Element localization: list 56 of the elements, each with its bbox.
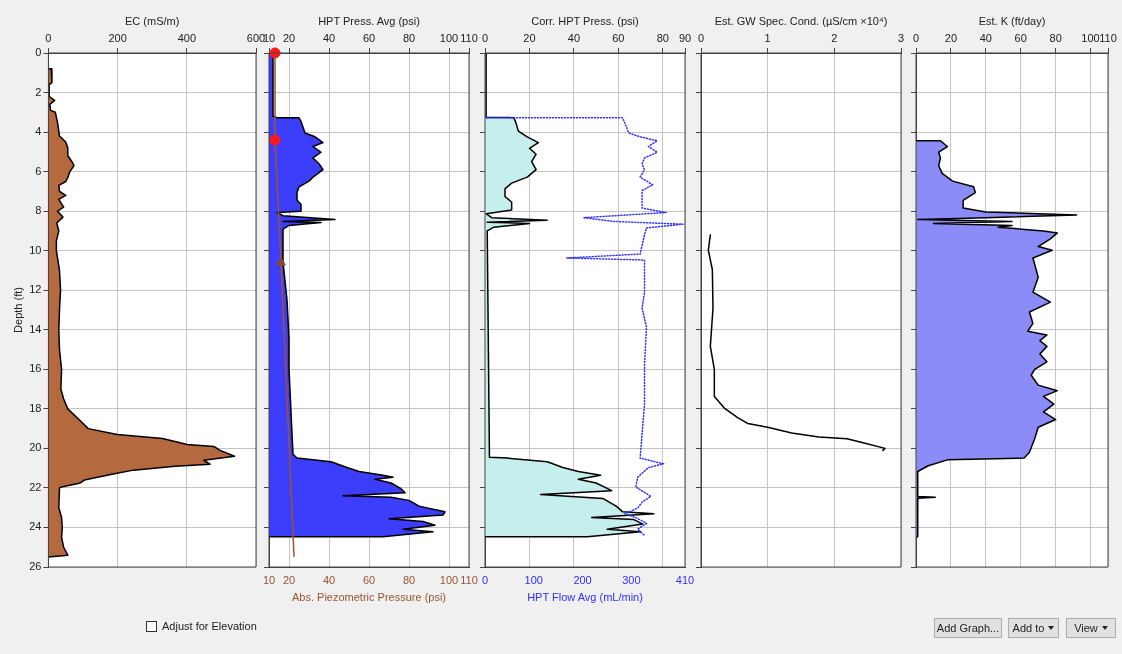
y-tick-label: 26 xyxy=(29,560,42,573)
x-tick-label: 40 xyxy=(322,573,336,586)
x-tick-label: 0 xyxy=(481,32,489,45)
y-tick-label: 22 xyxy=(29,480,42,493)
x-tick-label: 110 xyxy=(460,573,478,586)
y-axis-title: Depth (ft) xyxy=(11,287,24,333)
text: Add Graph... xyxy=(936,622,1000,634)
text: Add to xyxy=(1012,622,1045,634)
x-tick-label: 20 xyxy=(944,32,958,45)
x-tick-label: 20 xyxy=(523,32,536,45)
x-tick-label: 80 xyxy=(656,32,669,45)
x-axis-title: EC (mS/m) xyxy=(125,14,180,27)
text: View xyxy=(1074,622,1098,634)
y-tick-label: 24 xyxy=(29,520,42,533)
x-tick-label: 60 xyxy=(362,573,376,586)
x2-tick-label: 300 xyxy=(622,573,641,586)
y-tick-label: 0 xyxy=(35,46,42,59)
x-axis-title: Est. GW Spec. Cond. (µS/cm ×10⁴) xyxy=(714,14,888,27)
y-tick-label: 18 xyxy=(29,401,42,414)
x-tick-label: 80 xyxy=(402,573,416,586)
y-tick-label: 16 xyxy=(29,362,42,375)
x-tick-label: 2 xyxy=(831,32,838,45)
text: Adjust for Elevation xyxy=(162,620,257,632)
x-tick-label: 600 xyxy=(246,32,266,45)
y-tick-label: 10 xyxy=(29,243,42,256)
x-tick-label: 400 xyxy=(177,32,196,45)
x-tick-label: 1 xyxy=(764,32,771,45)
x2-axis-title: Abs. Piezometric Pressure (psi) xyxy=(291,591,447,604)
x-tick-label: 20 xyxy=(282,573,296,586)
x-tick-label: 80 xyxy=(1049,32,1062,45)
x-tick-label: 0 xyxy=(45,32,52,45)
y-tick-label: 14 xyxy=(29,322,42,335)
y-tick-label: 8 xyxy=(35,204,42,217)
x2-tick-label: 410 xyxy=(675,573,695,586)
y-tick-label: 6 xyxy=(35,164,42,177)
x-tick-label: 100 xyxy=(1081,32,1100,45)
x-tick-label: 90 xyxy=(678,32,692,45)
x-tick-label: 60 xyxy=(612,32,625,45)
x-tick-label: 100 xyxy=(439,573,459,586)
y-tick-label: 20 xyxy=(29,441,42,454)
x-tick-label: 0 xyxy=(912,32,920,45)
x-axis-title: Corr. HPT Press. (psi) xyxy=(531,14,639,27)
x-tick-label: 110 xyxy=(1099,32,1117,45)
x-tick-label: 40 xyxy=(567,32,581,45)
x-tick-label: 60 xyxy=(1014,32,1027,45)
x-tick-label: 0 xyxy=(697,32,705,45)
x-axis-title: Est. K (ft/day) xyxy=(978,14,1046,27)
x-tick-label: 3 xyxy=(897,32,905,45)
y-tick-label: 12 xyxy=(29,283,42,296)
y-tick-label: 2 xyxy=(35,85,42,98)
x-tick-label: 10 xyxy=(262,573,276,586)
x-tick-label: 200 xyxy=(108,32,127,45)
x2-axis-title: HPT Flow Avg (mL/min) xyxy=(527,591,643,604)
x-axis-title: HPT Press. Avg (psi) xyxy=(318,14,420,27)
y-tick-label: 4 xyxy=(35,125,42,138)
x-tick-label: 40 xyxy=(979,32,992,45)
